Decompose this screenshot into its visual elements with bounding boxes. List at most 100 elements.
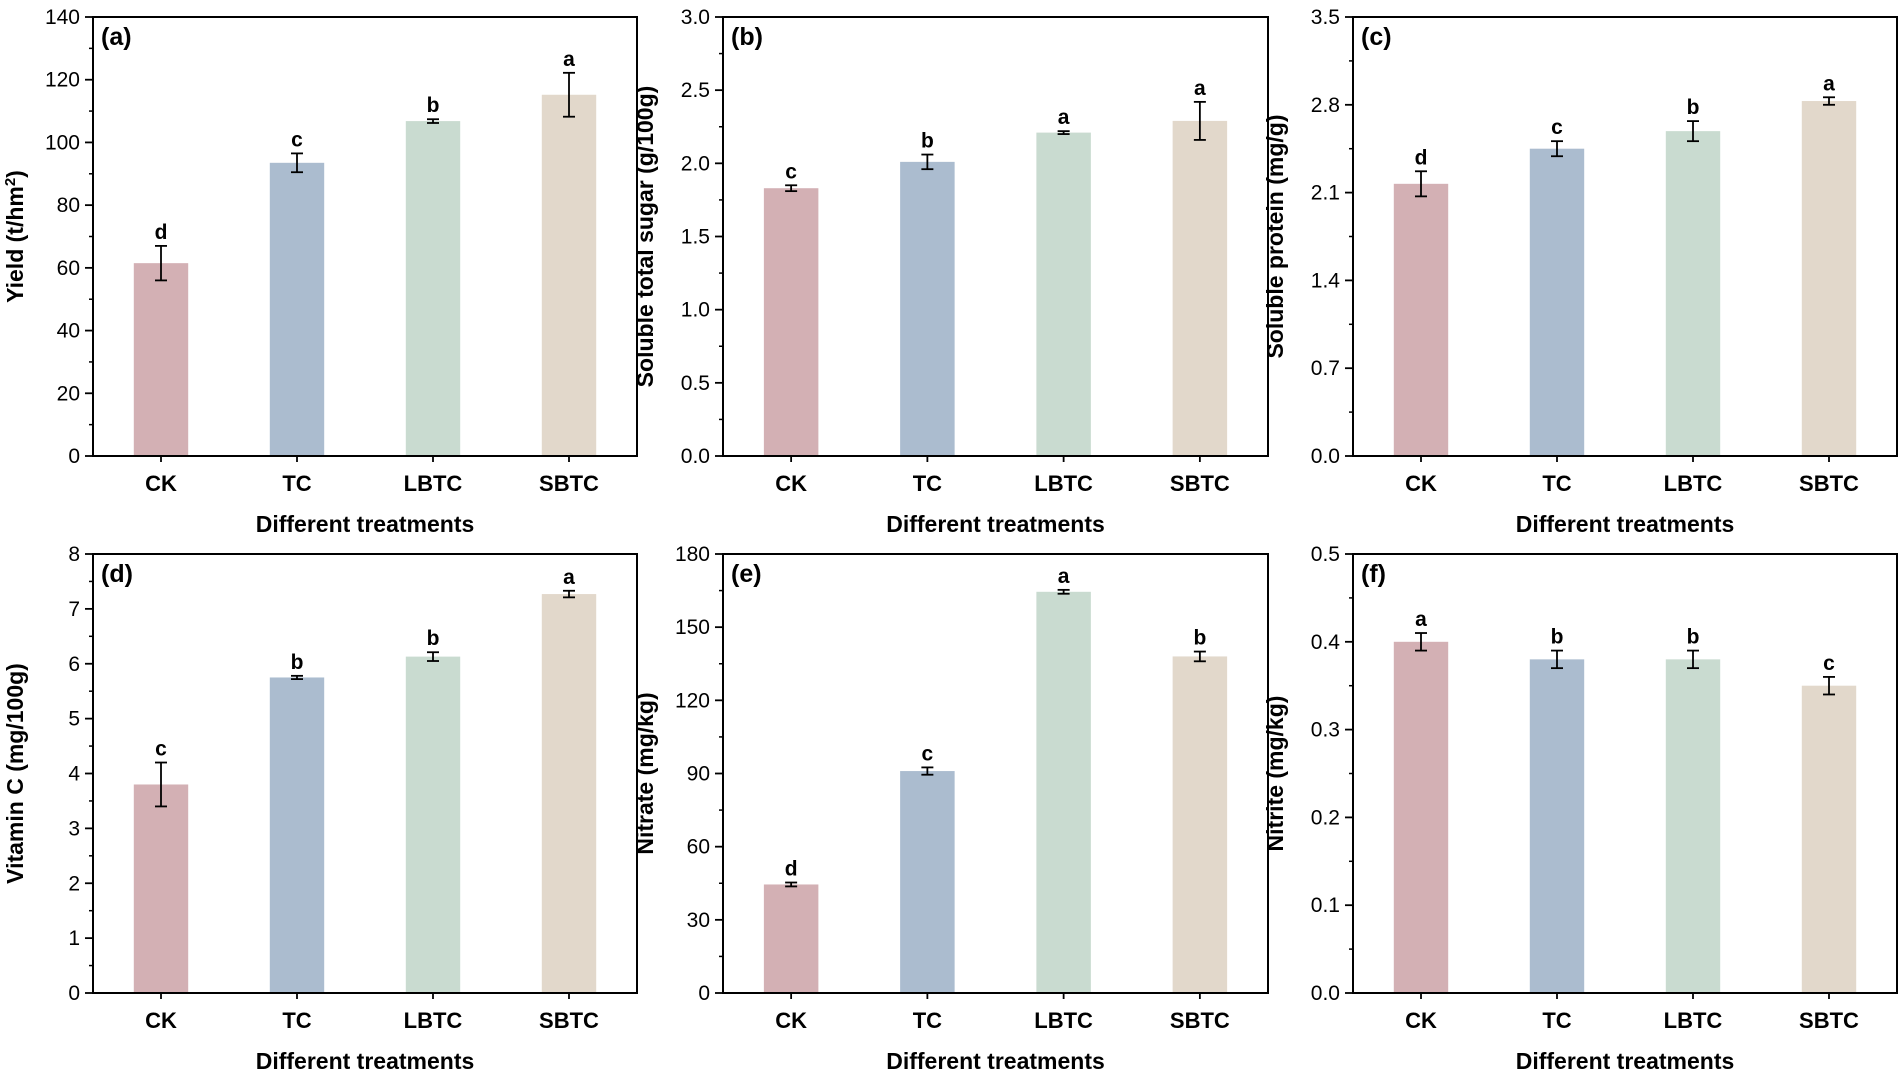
error-bar [1823, 676, 1835, 696]
y-tick-label: 2.0 [681, 152, 710, 175]
plot-frame [722, 553, 1269, 994]
significance-letter: b [1687, 626, 1700, 649]
y-tick-label: 40 [57, 320, 80, 343]
bar-sbtc [1801, 685, 1857, 993]
y-tick-label: 0.0 [681, 445, 710, 468]
plot-frame [92, 553, 638, 994]
x-tick-label: LBTC [1034, 1008, 1093, 1033]
bar-sbtc [1172, 120, 1228, 456]
error-bar [291, 152, 303, 174]
x-axis-title: Different treatments [1516, 511, 1735, 537]
y-tick-label: 3 [68, 817, 80, 840]
y-tick-label: 30 [687, 909, 710, 932]
panel-label: (c) [1361, 23, 1392, 51]
panel-label: (a) [101, 23, 132, 51]
error-bar [1687, 649, 1699, 670]
y-tick-label: 0.5 [681, 372, 710, 395]
error-bar [1823, 96, 1835, 106]
y-tick-label: 1.4 [1311, 269, 1341, 292]
y-tick-label: 1 [68, 927, 80, 950]
y-tick-label: 150 [675, 616, 710, 639]
bar-sbtc [1801, 101, 1857, 456]
y-tick-label: 0.0 [1311, 445, 1340, 468]
y-tick-label: 3.5 [1311, 6, 1340, 29]
error-bar [1057, 130, 1070, 135]
bar-lbtc [405, 656, 461, 993]
bar-lbtc [1665, 659, 1721, 993]
significance-letter: c [155, 738, 167, 761]
x-tick-label: TC [282, 471, 311, 496]
y-tick-label: 120 [675, 689, 710, 712]
x-tick-label: CK [1405, 471, 1437, 496]
y-tick-label: 0 [698, 982, 710, 1005]
bar-tc [900, 771, 955, 993]
x-tick-label: CK [775, 1008, 807, 1033]
y-tick-label: 20 [57, 382, 80, 405]
significance-letter: d [155, 221, 168, 244]
y-tick-label: 0.2 [1311, 806, 1340, 829]
error-bar [921, 153, 934, 171]
bar-tc [900, 161, 955, 456]
y-axis-title: Yield (t/hm2) [2, 170, 29, 303]
panel-label: (f) [1361, 560, 1386, 588]
y-tick-label: 2.1 [1311, 182, 1340, 205]
error-bar [921, 766, 934, 776]
bar-lbtc [1036, 591, 1091, 993]
x-tick-label: SBTC [1170, 471, 1230, 496]
y-tick-label: 2.5 [681, 79, 710, 102]
x-tick-label: SBTC [1799, 1008, 1859, 1033]
significance-letter: b [1551, 626, 1564, 649]
error-bar [155, 245, 167, 282]
y-axis-title: Soluble protein (mg/g) [1262, 114, 1288, 358]
plot-frame [1352, 16, 1898, 457]
bar-ck [1393, 641, 1449, 993]
error-bar [1415, 170, 1427, 198]
y-tick-label: 0.1 [1311, 894, 1340, 917]
x-tick-label: CK [145, 471, 177, 496]
significance-letter: a [1415, 608, 1427, 631]
bar-sbtc [1172, 656, 1228, 993]
y-tick-label: 7 [68, 598, 80, 621]
plot-frame [1352, 553, 1898, 994]
y-tick-label: 2.8 [1311, 94, 1340, 117]
bar-ck [763, 884, 819, 993]
y-tick-label: 0.4 [1311, 631, 1341, 654]
error-bar [1551, 140, 1563, 158]
x-tick-label: LBTC [1664, 471, 1723, 496]
significance-letter: c [785, 160, 797, 183]
significance-letter: c [1551, 116, 1563, 139]
significance-letter: b [427, 94, 440, 117]
y-tick-label: 80 [57, 194, 80, 217]
plot-frame [92, 16, 638, 457]
y-axis-title: Vitamin C (mg/100g) [2, 663, 28, 884]
y-tick-label: 140 [45, 6, 80, 29]
significance-letter: b [1687, 96, 1700, 119]
y-tick-label: 120 [45, 69, 80, 92]
x-tick-label: TC [1542, 471, 1571, 496]
x-tick-label: TC [913, 1008, 942, 1033]
x-tick-label: SBTC [539, 1008, 599, 1033]
x-axis-title: Different treatments [886, 1048, 1105, 1072]
y-tick-label: 0 [68, 445, 80, 468]
error-bar [427, 118, 439, 124]
significance-letter: d [1415, 146, 1428, 169]
significance-letter: b [1193, 627, 1206, 650]
significance-letter: c [1823, 652, 1835, 675]
panel-label: (d) [101, 560, 133, 588]
y-tick-label: 6 [68, 653, 80, 676]
y-tick-label: 0.3 [1311, 719, 1340, 742]
x-axis-title: Different treatments [1516, 1048, 1735, 1072]
chart-panel: d CK c TC b LBTC a SBTC 0 20 40 60 80 100 120 140 (a) Dif… [2, 6, 638, 537]
bar-sbtc [541, 94, 597, 456]
x-tick-label: LBTC [404, 1008, 463, 1033]
error-bar [155, 761, 167, 808]
y-axis-title: Nitrite (mg/kg) [1262, 696, 1288, 852]
significance-letter: a [1058, 565, 1070, 588]
bar-tc [1529, 148, 1585, 456]
y-tick-label: 3.0 [681, 6, 710, 29]
y-tick-label: 100 [45, 131, 80, 154]
bar-ck [763, 188, 819, 456]
bar-tc [269, 162, 325, 456]
error-bar [563, 589, 575, 599]
